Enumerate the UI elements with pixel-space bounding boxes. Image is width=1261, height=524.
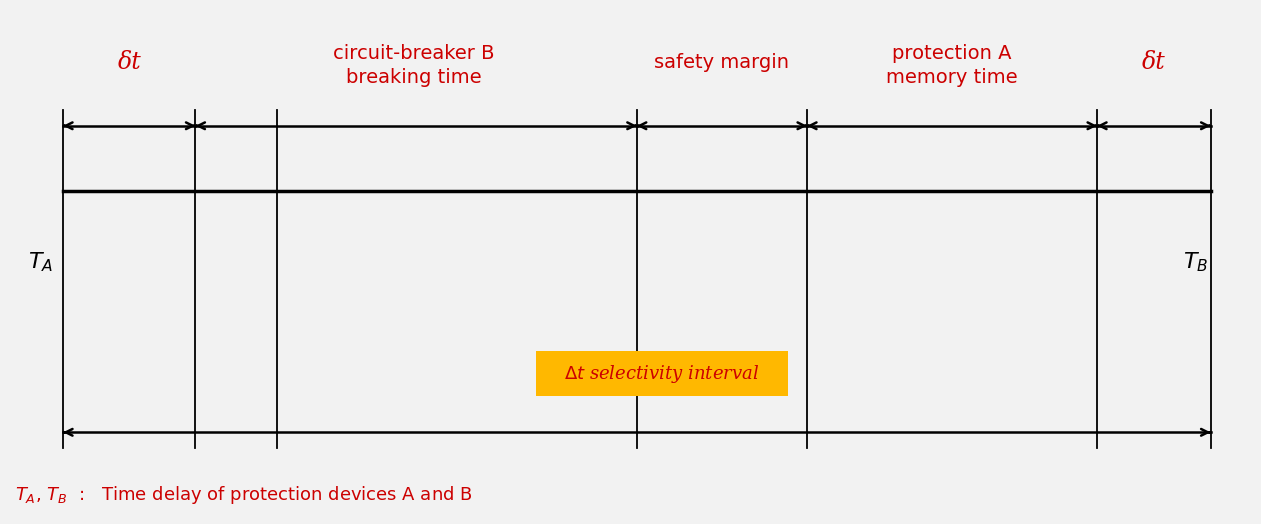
Text: $T_A$: $T_A$ <box>28 250 53 274</box>
Text: δt: δt <box>119 51 141 74</box>
Text: $T_B$: $T_B$ <box>1183 250 1208 274</box>
Text: circuit-breaker B
breaking time: circuit-breaker B breaking time <box>333 44 494 87</box>
Bar <box>536 351 788 396</box>
Text: δt: δt <box>1142 51 1165 74</box>
Text: safety margin: safety margin <box>653 53 789 72</box>
Text: $\Delta t$ selectivity interval: $\Delta t$ selectivity interval <box>565 363 759 385</box>
Text: protection A
memory time: protection A memory time <box>886 44 1018 87</box>
Text: $T_A$, $T_B$  :   Time delay of protection devices A and B: $T_A$, $T_B$ : Time delay of protection … <box>15 484 473 506</box>
